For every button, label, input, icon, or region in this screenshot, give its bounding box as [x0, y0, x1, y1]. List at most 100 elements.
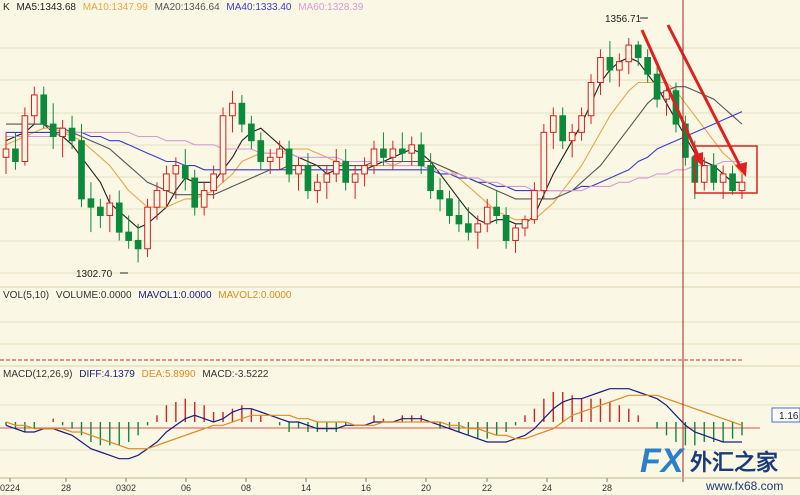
- candle: [465, 207, 472, 241]
- candle: [97, 198, 104, 228]
- macd-value-tag: [771, 407, 800, 423]
- candle-body: [285, 148, 293, 175]
- grid-layer: [0, 47, 800, 451]
- ma40-label: MA40:1333.40: [226, 2, 291, 13]
- candle: [408, 136, 416, 166]
- candle-body: [729, 173, 736, 192]
- candle: [568, 124, 576, 158]
- candle-body: [455, 215, 463, 225]
- high-price-label: 1356.71: [605, 14, 642, 25]
- candle: [483, 198, 491, 233]
- candle-body: [380, 148, 387, 158]
- candle: [257, 132, 265, 170]
- candle-body: [30, 94, 38, 117]
- candle-body: [549, 115, 557, 133]
- ma-header-prefix: K: [3, 2, 10, 13]
- candle: [474, 215, 482, 249]
- candle-body: [446, 198, 453, 216]
- candle: [587, 74, 595, 125]
- candle: [370, 140, 378, 174]
- macd-header: MACD(12,26,9) DIFF:4.1379 DEA:5.8990 MAC…: [3, 369, 269, 380]
- candle: [266, 149, 274, 174]
- candle: [153, 182, 161, 220]
- candle: [634, 40, 642, 66]
- candle: [512, 223, 519, 253]
- candle-body: [512, 227, 519, 241]
- x-tick-label: 08: [241, 483, 251, 493]
- x-tick-label: 06: [181, 483, 191, 493]
- candle-body: [332, 160, 340, 175]
- candle-body: [587, 82, 595, 117]
- candle-body: [21, 115, 29, 162]
- highlight-box: [694, 145, 758, 194]
- watermark-url: www.fx68.com: [705, 479, 783, 493]
- candle: [115, 190, 123, 241]
- candle: [49, 103, 57, 149]
- candle: [200, 182, 208, 216]
- candle: [616, 53, 623, 87]
- candle: [323, 165, 331, 199]
- candle: [248, 115, 255, 149]
- candle-body: [417, 144, 425, 167]
- candle-body: [163, 173, 170, 192]
- candle-body: [521, 219, 529, 229]
- candle: [68, 115, 76, 149]
- candle-body: [40, 94, 48, 125]
- candle-body: [257, 140, 265, 162]
- candle: [738, 173, 746, 199]
- candle: [531, 182, 538, 224]
- candle-body: [59, 127, 66, 138]
- candle: [521, 215, 529, 237]
- watermark-cn: 外汇之家: [690, 450, 779, 476]
- candle-body: [172, 165, 180, 175]
- candle: [578, 107, 585, 141]
- candle: [644, 49, 651, 83]
- candle-body: [531, 190, 538, 221]
- candle: [540, 124, 548, 199]
- ma20-label: MA20:1346.64: [155, 2, 220, 13]
- candle-body: [238, 102, 246, 125]
- candle: [446, 190, 453, 224]
- candle-body: [106, 202, 114, 216]
- candle-body: [295, 165, 302, 175]
- candle-body: [248, 123, 255, 142]
- candle: [191, 169, 199, 216]
- candle: [295, 157, 302, 191]
- candle-body: [97, 206, 104, 216]
- candle-body: [738, 181, 746, 192]
- candle-body: [361, 165, 368, 175]
- candle-body: [389, 148, 397, 158]
- ma5-label: MA5:1343.68: [16, 2, 76, 13]
- candle-body: [427, 165, 434, 192]
- low-price-label: 1302.70: [76, 269, 113, 280]
- candle-body: [351, 173, 359, 183]
- candle-body: [304, 165, 312, 192]
- candle-body: [276, 148, 283, 158]
- candle: [398, 132, 406, 162]
- candle-body: [700, 165, 708, 183]
- candle-body: [210, 173, 217, 192]
- arrowhead-right: [735, 162, 747, 177]
- candle-body: [597, 57, 604, 83]
- candle: [436, 178, 444, 212]
- candle: [559, 107, 567, 149]
- watermark-fx: FX: [640, 442, 686, 480]
- candle-body: [616, 61, 623, 71]
- candle-body: [568, 131, 576, 142]
- candle: [493, 190, 500, 224]
- candle-body: [493, 206, 500, 216]
- candle: [710, 153, 718, 191]
- candle-body: [370, 148, 378, 167]
- candle: [163, 165, 170, 208]
- candle-body: [87, 198, 95, 208]
- candle-body: [578, 115, 585, 133]
- candle-body: [398, 148, 406, 154]
- candle-body: [134, 239, 142, 250]
- candle-body: [78, 140, 85, 200]
- candle-body: [653, 73, 661, 100]
- candle-body: [181, 165, 189, 179]
- candle-body: [540, 131, 548, 192]
- candle: [229, 90, 236, 133]
